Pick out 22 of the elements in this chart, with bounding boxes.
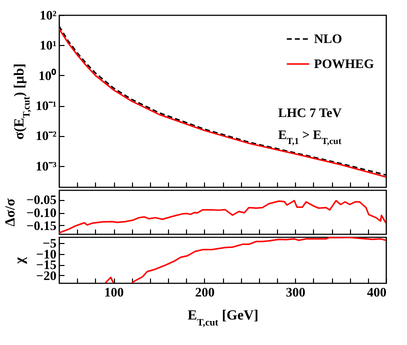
y-tick-label: 10⁰ [38,68,56,83]
x-tick-label: 100 [104,284,124,300]
y-tick-label: −0.15 [26,218,57,233]
y-tick-label: 10⁻¹ [36,98,57,114]
x-tick-label: 400 [367,284,386,300]
y-tick-label: 10¹ [40,38,57,53]
legend-label: POWHEG [314,56,374,71]
y-tick-label: −0.10 [26,205,56,220]
y-axis-title: Δσ/σ [3,198,18,226]
y-tick-label: −0.05 [26,192,57,208]
x-tick-label: 200 [195,284,215,300]
annotation: LHC 7 TeV [278,105,342,120]
y-tick-label: 10⁻³ [36,158,57,174]
y-tick-label: 10⁻² [36,128,57,144]
annotation: E$_{T,1}$ > E$_{T,cut}$ [278,127,342,146]
y-axis-title: χ [13,256,28,265]
y-tick-label: −5 [42,236,57,251]
line-series [59,200,386,234]
legend-label: NLO [314,31,342,46]
x-axis-title: E$_{T,cut}$ [GeV] [188,308,258,328]
y-tick-label: 10² [40,8,57,22]
x-tick-label: 300 [286,284,306,300]
